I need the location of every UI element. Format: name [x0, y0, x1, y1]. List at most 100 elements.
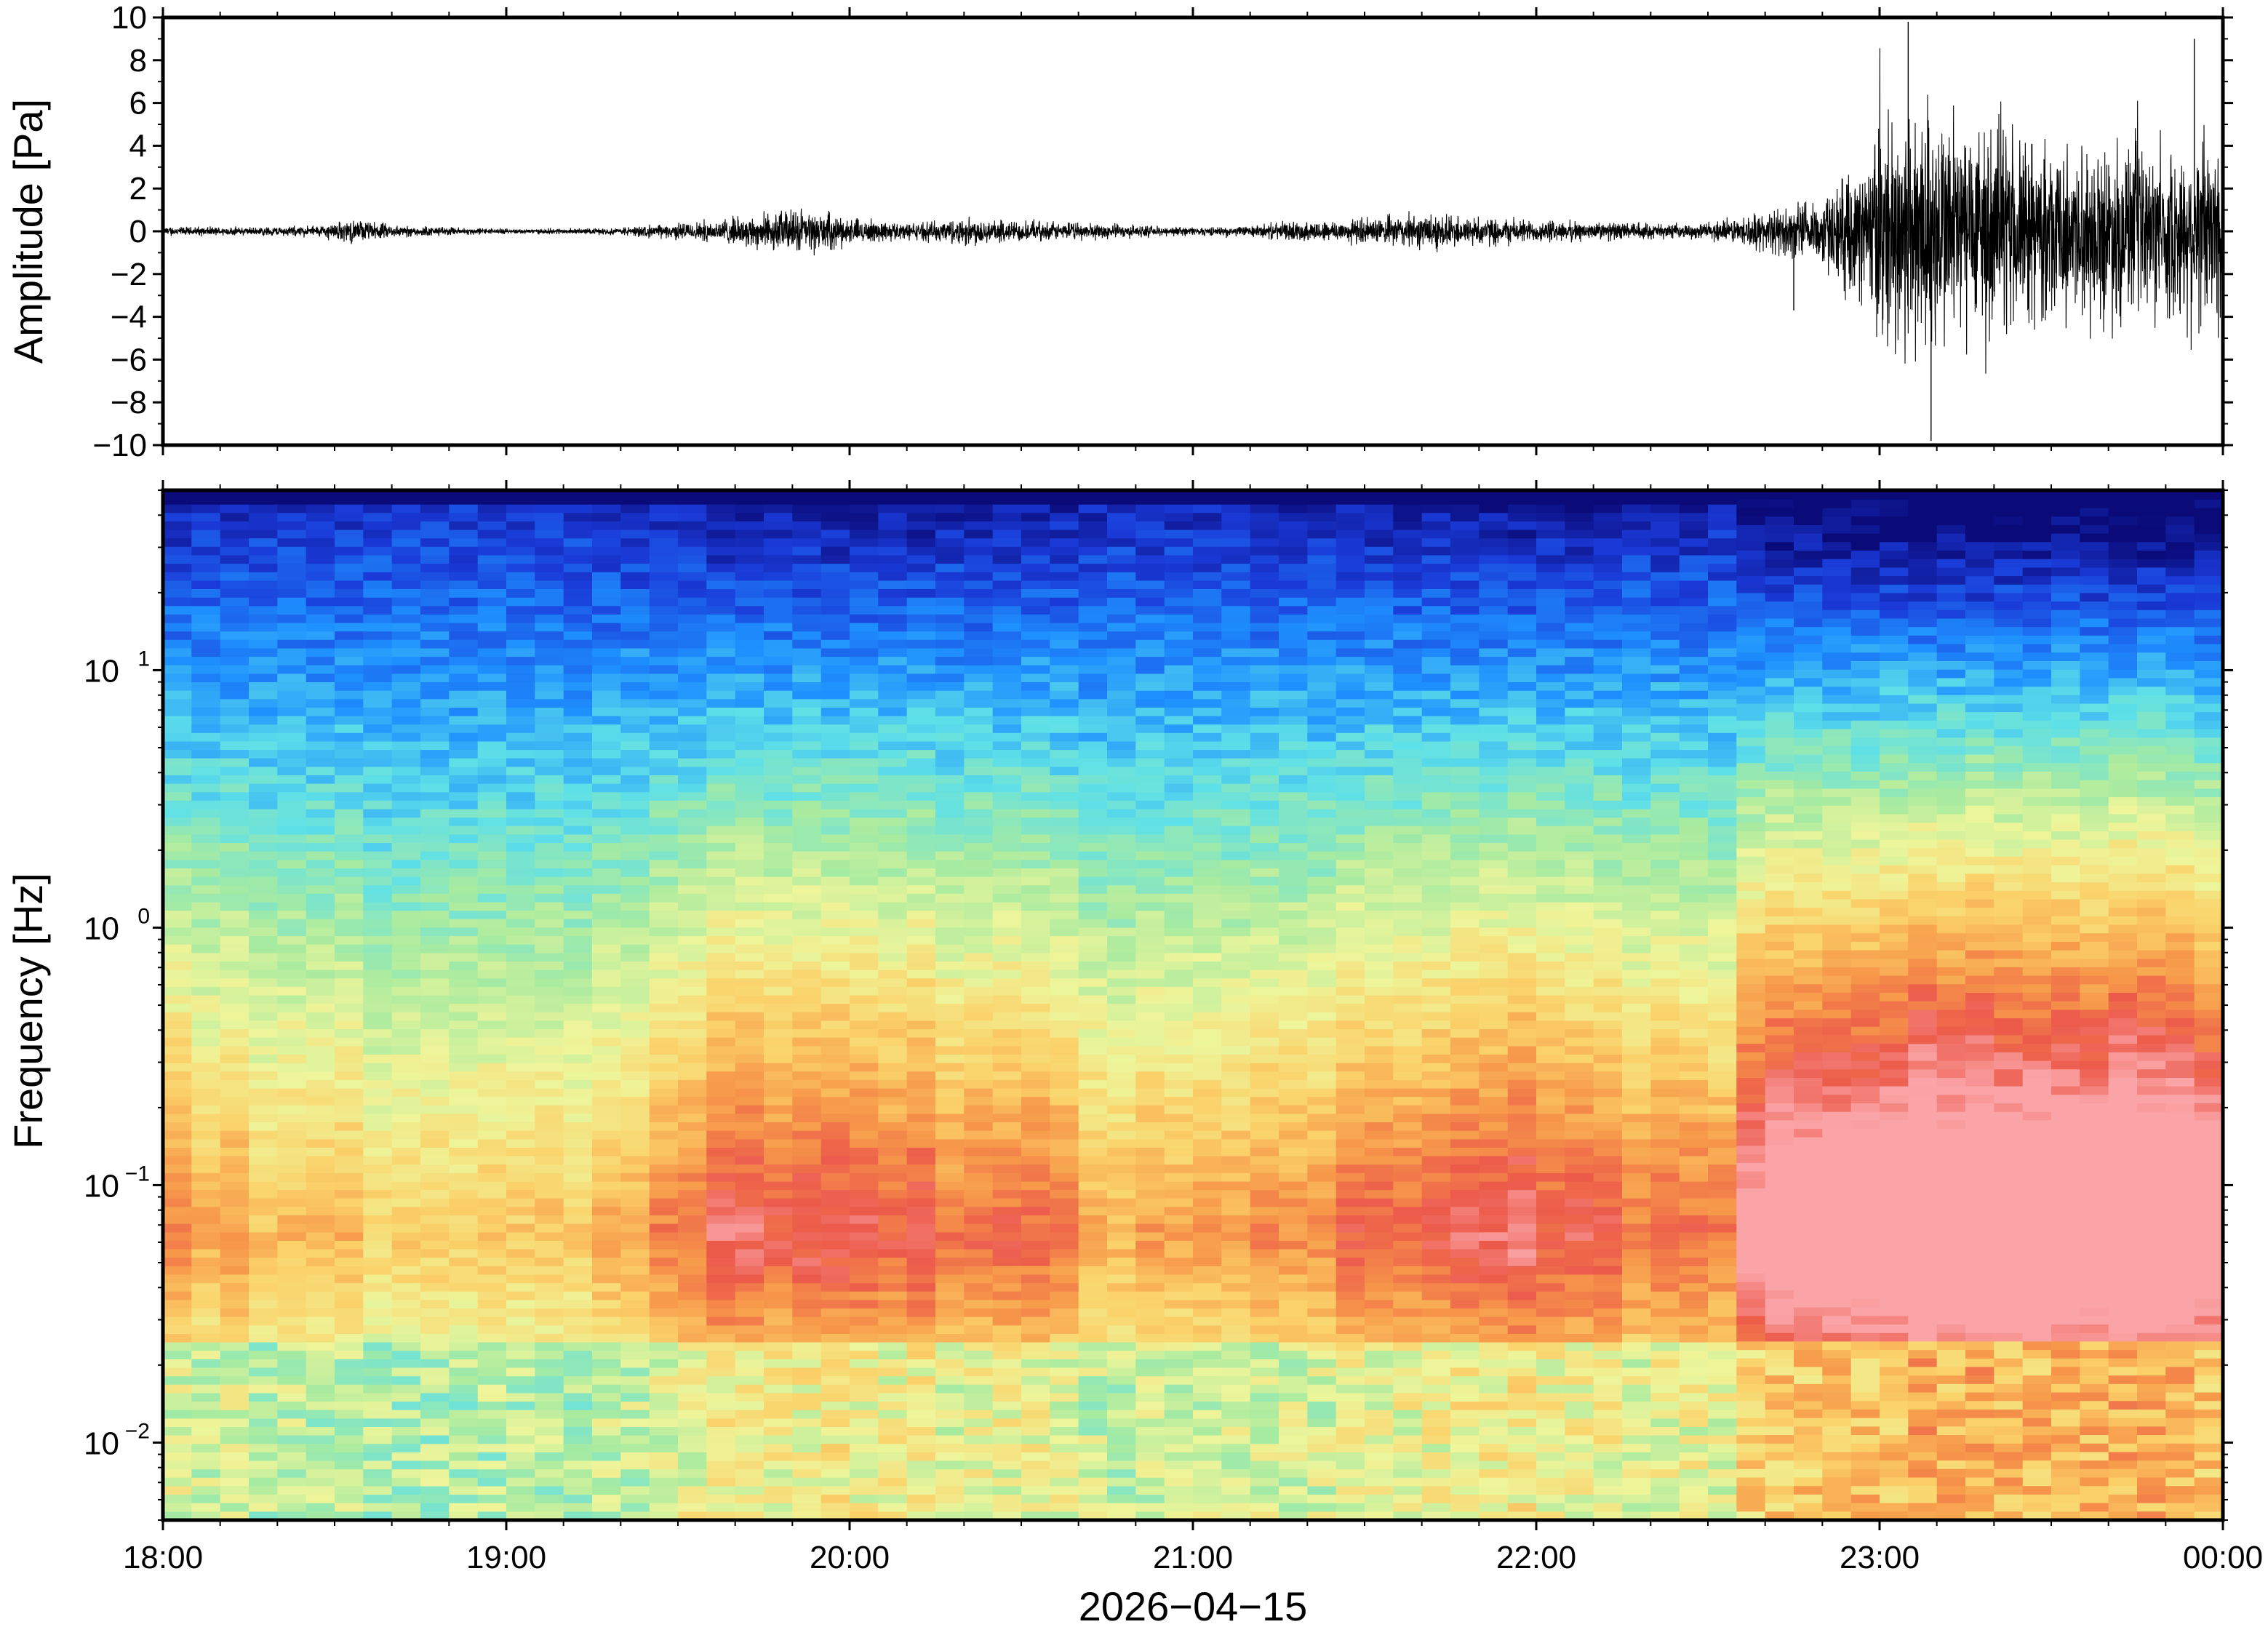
spectrogram-cell	[1279, 852, 1308, 860]
spectrogram-cell	[535, 1131, 564, 1140]
spectrogram-cell	[878, 513, 907, 521]
spectrogram-cell	[363, 919, 392, 928]
spectrogram-cell	[706, 1038, 735, 1047]
spectrogram-cell	[1193, 1122, 1222, 1131]
spectrogram-cell	[850, 775, 879, 784]
spectrogram-cell	[1250, 1368, 1279, 1377]
spectrogram-cell	[935, 1410, 965, 1419]
spectrogram-cell	[1135, 1266, 1165, 1275]
spectrogram-cell	[1250, 606, 1279, 615]
spectrogram-cell	[1193, 580, 1222, 589]
spectrogram-cell	[1050, 894, 1079, 903]
spectrogram-cell	[764, 792, 793, 801]
spectrogram-cell	[220, 936, 249, 945]
spectrogram-cell	[1193, 1427, 1222, 1436]
spectrogram-cell	[620, 911, 650, 919]
spectrogram-cell	[1221, 1359, 1250, 1368]
spectrogram-cell	[620, 792, 650, 801]
spectrogram-cell	[449, 1199, 478, 1207]
spectrogram-cell	[306, 767, 335, 775]
spectrogram-cell	[878, 911, 907, 919]
spectrogram-cell	[420, 1148, 450, 1156]
spectrogram-cell	[735, 945, 764, 954]
spectrogram-cell	[564, 1402, 593, 1410]
spectrogram-cell	[335, 1385, 364, 1394]
spectrogram-cell	[1193, 1283, 1222, 1292]
spectrogram-cell	[1050, 801, 1079, 809]
spectrogram-cell	[1307, 615, 1336, 623]
spectrogram-cell	[935, 894, 965, 903]
spectrogram-cell	[821, 1071, 850, 1080]
spectrogram-cell	[449, 513, 478, 521]
spectrogram-cell	[1079, 868, 1108, 877]
spectrogram-cell	[277, 556, 306, 564]
spectrogram-cell	[792, 1164, 821, 1173]
spectrogram-cell	[1079, 843, 1108, 852]
spectrogram-cell	[850, 733, 879, 742]
spectrogram-cell	[1193, 708, 1222, 716]
spectrogram-cell	[735, 1275, 764, 1284]
spectrogram-cell	[907, 1266, 936, 1275]
spectrogram-cell	[620, 1131, 650, 1140]
spectrogram-cell	[650, 530, 679, 539]
spectrogram-cell	[506, 809, 535, 818]
spectrogram-cell	[1165, 792, 1194, 801]
spectrogram-cell	[735, 1258, 764, 1266]
spectrogram-cell	[1107, 759, 1136, 767]
spectrogram-cell	[191, 1410, 220, 1419]
spectrogram-cell	[592, 1376, 621, 1385]
spectrogram-cell	[735, 1004, 764, 1012]
spectrogram-cell	[1135, 589, 1165, 598]
spectrogram-cell	[220, 1283, 249, 1292]
spectrogram-cell	[1193, 589, 1222, 598]
spectrogram-cell	[650, 987, 679, 996]
spectrogram-cell	[449, 1021, 478, 1030]
spectrogram-cell	[678, 1436, 707, 1444]
spectrogram-cell	[1279, 1021, 1308, 1030]
spectrogram-cell	[964, 1444, 993, 1452]
spectrogram-cell	[735, 1148, 764, 1156]
spectrogram-cell	[420, 1317, 450, 1326]
spectrogram-cell	[850, 1325, 879, 1334]
spectrogram-cell	[678, 505, 707, 513]
spectrogram-cell	[878, 1021, 907, 1030]
spectrogram-cell	[706, 826, 735, 835]
spectrogram-cell	[1079, 987, 1108, 996]
spectrogram-cell	[907, 759, 936, 767]
spectrogram-cell	[1079, 936, 1108, 945]
spectrogram-cell	[878, 784, 907, 793]
spectrogram-cell	[592, 809, 621, 818]
spectrogram-cell	[277, 1055, 306, 1063]
spectrogram-cell	[735, 1131, 764, 1140]
spectrogram-cell	[535, 1487, 564, 1495]
spectrogram-cell	[449, 1139, 478, 1148]
spectrogram-cell	[907, 970, 936, 979]
spectrogram-cell	[306, 1080, 335, 1089]
spectrogram-cell	[935, 1139, 965, 1148]
spectrogram-cell	[850, 835, 879, 844]
spectrogram-cell	[935, 1503, 965, 1512]
spectrogram-cell	[249, 505, 278, 513]
spectrogram-cell	[964, 1300, 993, 1309]
spectrogram-cell	[650, 691, 679, 700]
spectrogram-cell	[907, 1215, 936, 1224]
spectrogram-cell	[1079, 1317, 1108, 1326]
spectrogram-cell	[220, 750, 249, 759]
spectrogram-cell	[764, 1452, 793, 1461]
spectrogram-cell	[935, 852, 965, 860]
spectrogram-cell	[935, 682, 965, 691]
spectrogram-cell	[678, 792, 707, 801]
spectrogram-cell	[220, 733, 249, 742]
spectrogram-cell	[1050, 987, 1079, 996]
spectrogram-cell	[220, 556, 249, 564]
spectrogram-cell	[821, 903, 850, 911]
spectrogram-cell	[1165, 1156, 1194, 1165]
spectrogram-cell	[1193, 970, 1222, 979]
spectrogram-cell	[335, 589, 364, 598]
spectrogram-cell	[620, 835, 650, 844]
spectrogram-cell	[1165, 580, 1194, 589]
spectrogram-cell	[878, 1173, 907, 1182]
spectrogram-cell	[1107, 953, 1136, 962]
spectrogram-cell	[850, 1283, 879, 1292]
spectrogram-cell	[907, 724, 936, 733]
